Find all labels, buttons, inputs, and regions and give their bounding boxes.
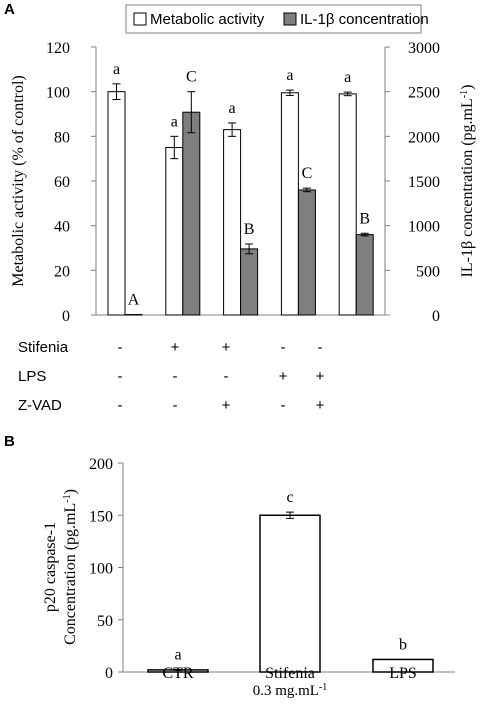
- a-right-tick-label: 2000: [408, 129, 440, 146]
- b-y-axis-title-close: ): [62, 489, 79, 494]
- treatment-table: Stifenia - + + - - LPS - - - + + Z-VAD - - + - +: [18, 339, 325, 414]
- a-right-tick-label: 1500: [408, 174, 440, 191]
- a-left-tick-label: 20: [54, 263, 70, 280]
- treatment-sign: -: [118, 339, 123, 356]
- a-left-tick-label: 0: [62, 308, 70, 325]
- a-bar-il1b: [356, 235, 373, 315]
- a-y2-axis-title-text: IL-1β concentration (pg.mL: [459, 98, 476, 277]
- b-tick-label: 100: [89, 561, 113, 578]
- b-y-axis-title-line1: p20 caspase-1: [42, 522, 59, 612]
- treatment-sign: -: [173, 397, 178, 414]
- b-category-label: LPS: [389, 665, 417, 682]
- treatment-row-label: Z-VAD: [18, 397, 62, 414]
- a-letter-metabolic: a: [171, 113, 178, 130]
- a-letter-metabolic: a: [286, 67, 293, 84]
- b-category-label: Stifenia: [265, 665, 315, 682]
- a-left-tick-label: 80: [54, 129, 70, 146]
- b-x-label-stifenia-dose-text: 0.3 mg.mL: [253, 683, 319, 699]
- a-y2-axis-title: IL-1β concentration (pg.mL-1): [459, 85, 477, 278]
- b-bar: [260, 515, 320, 672]
- a-bar-il1b: [241, 249, 258, 315]
- b-bars: a CTR c Stifenia b LPS: [148, 489, 433, 682]
- b-tick-label: 0: [105, 665, 113, 682]
- a-letter-il1b: B: [359, 210, 370, 227]
- b-letter: c: [286, 489, 293, 506]
- treatment-sign: -: [224, 368, 229, 385]
- treatment-row-label: LPS: [18, 368, 46, 385]
- a-bar-metabolic: [166, 148, 183, 316]
- treatment-sign: -: [281, 397, 286, 414]
- a-letter-il1b: B: [244, 221, 255, 238]
- b-y-axis-title-exponent: -1: [62, 494, 73, 502]
- a-bar-metabolic: [281, 93, 298, 315]
- panel-b-label: B: [4, 433, 15, 450]
- a-right-tick-label: 2500: [408, 85, 440, 102]
- a-letter-il1b: C: [186, 69, 197, 86]
- a-bar-metabolic: [108, 92, 125, 315]
- treatment-sign: -: [118, 368, 123, 385]
- b-x-label-stifenia-dose: 0.3 mg.mL-1: [253, 682, 328, 700]
- a-right-tick-label: 500: [416, 263, 440, 280]
- a-y-axis-title: Metabolic activity (% of control): [10, 75, 27, 286]
- a-bar-metabolic: [339, 94, 356, 315]
- a-letter-metabolic: a: [113, 61, 120, 78]
- a-letter-metabolic: a: [344, 69, 351, 86]
- legend-label-metabolic: Metabolic activity: [150, 11, 265, 28]
- a-left-tick-label: 40: [54, 219, 70, 236]
- panel-a-label: A: [4, 1, 15, 18]
- a-letter-metabolic: a: [229, 100, 236, 117]
- b-ticks: 0 50 100 150 200: [89, 456, 123, 682]
- a-right-tick-label: 3000: [408, 40, 440, 57]
- b-tick-label: 50: [97, 613, 113, 630]
- b-tick-label: 200: [89, 456, 113, 473]
- b-x-label-stifenia-dose-exponent: -1: [319, 682, 327, 693]
- a-y2-axis-title-exponent: -1: [459, 90, 470, 98]
- legend-swatch-il1b: [284, 13, 296, 25]
- treatment-sign: -: [173, 368, 178, 385]
- treatment-row-label: Stifenia: [18, 339, 69, 356]
- legend-swatch-metabolic: [134, 13, 146, 25]
- treatment-sign: -: [281, 339, 286, 356]
- treatment-sign: +: [279, 368, 288, 385]
- b-letter: a: [174, 646, 181, 663]
- b-letter: b: [399, 636, 407, 653]
- treatment-sign: +: [316, 368, 325, 385]
- a-right-tick-label: 0: [432, 308, 440, 325]
- treatment-sign: +: [316, 397, 325, 414]
- treatment-sign: +: [222, 397, 231, 414]
- a-bar-metabolic: [224, 130, 241, 315]
- a-bars: a Aa Ca Ba Ca B: [108, 61, 373, 315]
- legend-a: Metabolic activity IL-1β concentration: [126, 5, 429, 33]
- b-category-label: CTR: [162, 665, 193, 682]
- a-bar-il1b: [183, 112, 200, 315]
- b-tick-label: 150: [89, 508, 113, 525]
- a-left-tick-label: 120: [46, 40, 70, 57]
- a-right-tick-label: 1000: [408, 219, 440, 236]
- a-letter-il1b: A: [128, 292, 140, 309]
- treatment-sign: -: [318, 339, 323, 356]
- a-letter-il1b: C: [302, 165, 313, 182]
- b-y-axis-title-line2-text: Concentration (pg.mL: [62, 503, 79, 645]
- b-y-axis-title-line2: Concentration (pg.mL-1): [62, 489, 80, 645]
- a-left-tick-label: 60: [54, 174, 70, 191]
- legend-label-il1b: IL-1β concentration: [300, 11, 429, 28]
- a-y2-axis-title-close: ): [459, 85, 476, 90]
- a-bar-il1b: [298, 190, 315, 315]
- treatment-sign: +: [222, 339, 231, 356]
- treatment-sign: -: [118, 397, 123, 414]
- a-left-tick-label: 100: [46, 85, 70, 102]
- treatment-sign: +: [171, 339, 180, 356]
